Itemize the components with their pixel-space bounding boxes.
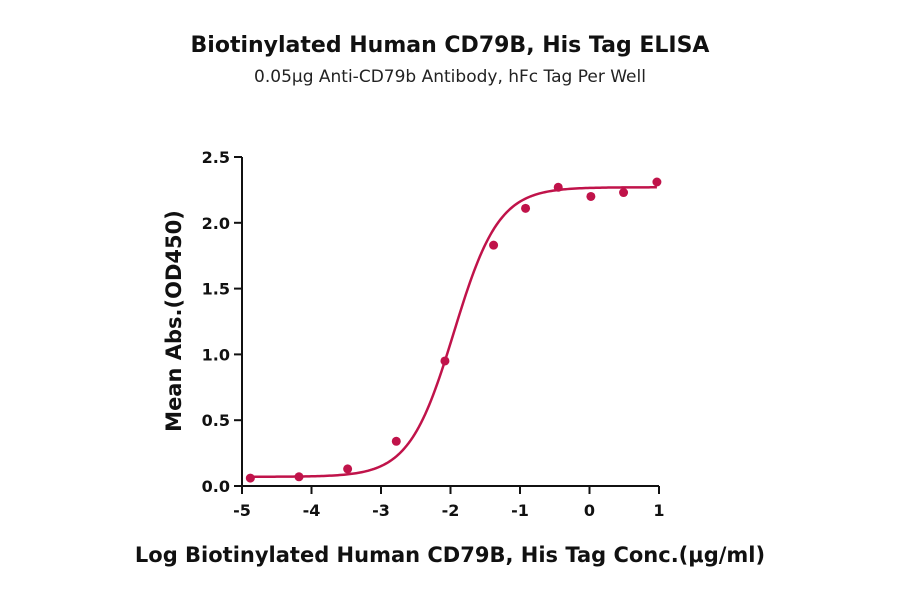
plot-area: 0.0 0.5 1.0 1.5 2.0 2.5 -5 -4 -3 -2 -1 0 1 — [202, 148, 665, 520]
data-point — [391, 436, 401, 446]
data-point — [440, 356, 450, 366]
y-tick-label: 1.5 — [202, 280, 230, 299]
data-point — [245, 473, 255, 483]
x-tick-label: 1 — [653, 501, 664, 520]
x-tick-label: 0 — [584, 501, 595, 520]
data-point — [652, 177, 662, 187]
fit-curve — [250, 186, 657, 479]
chart-subtitle: 0.05μg Anti-CD79b Antibody, hFc Tag Per … — [254, 67, 646, 87]
data-point — [489, 240, 499, 250]
data-point — [586, 191, 596, 201]
y-tick-label: 2.0 — [202, 214, 230, 233]
data-point — [343, 464, 353, 474]
y-axis-ticks: 0.0 0.5 1.0 1.5 2.0 2.5 — [202, 148, 242, 496]
y-tick-label: 0.5 — [202, 411, 230, 430]
x-tick-label: -5 — [233, 501, 251, 520]
y-tick-label: 1.0 — [202, 345, 230, 364]
y-tick-label: 2.5 — [202, 148, 230, 167]
y-axis-label: Mean Abs.(OD450) — [162, 210, 186, 432]
chart-title: Biotinylated Human CD79B, His Tag ELISA — [191, 33, 710, 58]
x-axis-ticks: -5 -4 -3 -2 -1 0 1 — [233, 486, 665, 520]
data-point — [294, 472, 304, 482]
y-tick-label: 0.0 — [202, 477, 230, 496]
x-tick-label: -2 — [442, 501, 460, 520]
x-tick-label: -3 — [372, 501, 390, 520]
x-tick-label: -1 — [511, 501, 529, 520]
x-tick-label: -4 — [303, 501, 321, 520]
data-point — [619, 188, 629, 198]
data-point — [553, 182, 563, 192]
data-points — [245, 177, 662, 483]
x-axis-label: Log Biotinylated Human CD79B, His Tag Co… — [135, 543, 765, 567]
data-point — [521, 203, 531, 213]
